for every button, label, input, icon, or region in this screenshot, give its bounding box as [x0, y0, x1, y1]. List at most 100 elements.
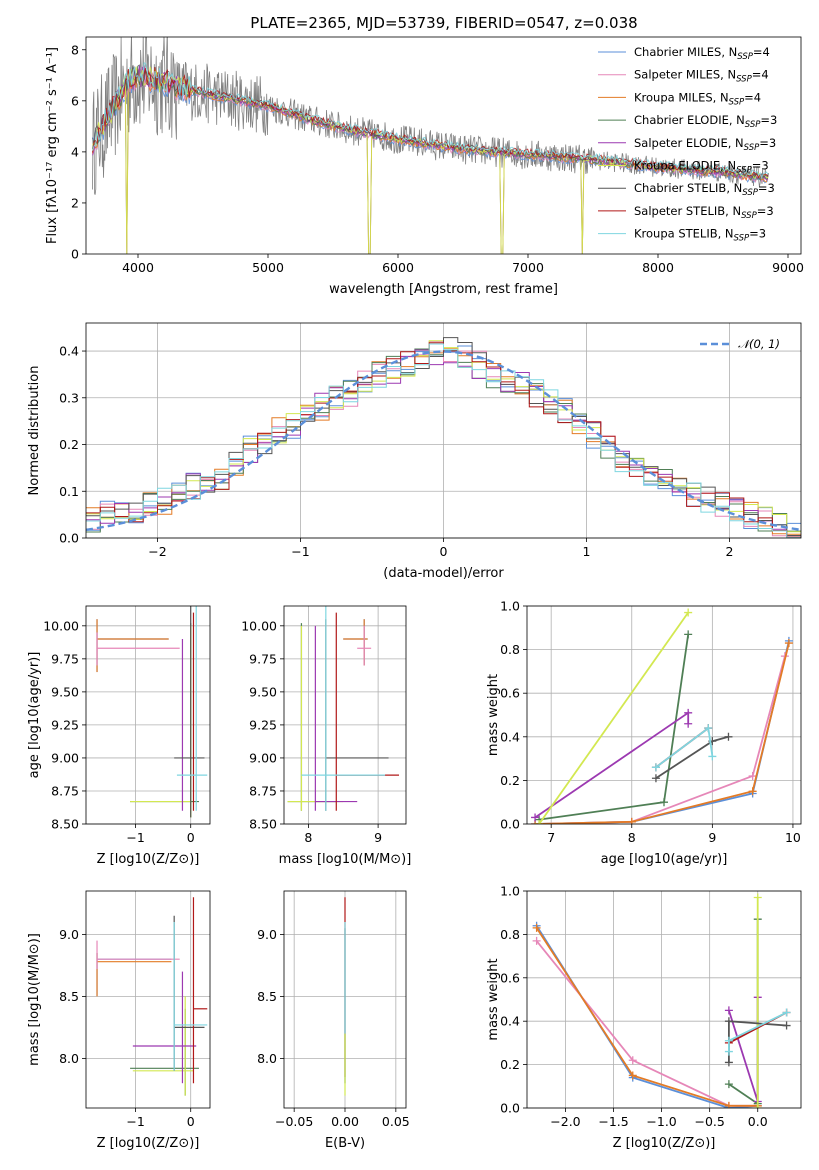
- x-tick-label: 8: [304, 830, 312, 845]
- y-tick-label: 9.25: [51, 717, 79, 732]
- legend-suffix: =4: [744, 90, 761, 104]
- x-tick-label: 6000: [382, 260, 414, 275]
- residual-hist-kroupa_stelib: [86, 343, 801, 538]
- model-spectrum-chabrier_miles: [92, 67, 769, 254]
- x-tick-label: 0: [440, 544, 448, 559]
- series-line: [535, 927, 758, 1107]
- model-spectrum-kroupa_stelib: [92, 62, 769, 179]
- x-tick-label: 0.0: [748, 1114, 768, 1129]
- legend-text: Kroupa MILES, N: [634, 90, 729, 104]
- y-tick-label: 0.4: [500, 1014, 520, 1029]
- legend-text: Chabrier ELODIE, N: [634, 113, 745, 127]
- x-tick-label: −1.0: [646, 1114, 676, 1129]
- y-tick-label: 8.5: [59, 989, 79, 1004]
- x-axis-label: E(B-V): [325, 1136, 365, 1151]
- axes-frame: [283, 890, 407, 1109]
- legend-label-chabrier_miles: Chabrier MILES, NSSP=4: [634, 45, 770, 62]
- x-tick-label: 10: [785, 830, 801, 845]
- y-axis-label: mass [log10(M/M⊙)]: [27, 933, 42, 1066]
- x-tick-label: −2.0: [550, 1114, 580, 1129]
- errorbar-kroupa_stelib: [173, 922, 208, 1071]
- series-kroupa_elodie: [753, 893, 762, 1108]
- errorbar-kroupa_elodie: [130, 625, 192, 818]
- legend-sub: SSP: [734, 234, 750, 244]
- errorbar-chabrier_stelib: [174, 606, 205, 818]
- series-kroupa_stelib: [651, 724, 717, 772]
- y-tick-label: 9.0: [59, 927, 79, 942]
- y-tick-label: 0.2: [59, 437, 79, 452]
- x-tick-label: 8: [628, 830, 636, 845]
- series-line: [535, 655, 786, 824]
- legend-suffix: =3: [760, 113, 777, 127]
- series-chabrier_miles: [531, 636, 793, 824]
- y-tick-label: 0: [71, 247, 79, 262]
- series-marker: [660, 798, 668, 807]
- axes-frame: [283, 605, 407, 825]
- axes-frame: [526, 605, 802, 825]
- series-kroupa_elodie: [535, 608, 693, 824]
- errorbar-kroupa_stelib: [301, 606, 386, 811]
- x-tick-label: 0: [187, 830, 195, 845]
- legend-text: Kroupa ELODIE, N: [634, 159, 736, 173]
- panel-weight-vs-metallicity: −2.0 −1.5 −1.0 −0.5 0.0 0.0 0.2 0.4 0.6 0.8 1.0 Z […: [486, 884, 802, 1151]
- y-tick-label: 9.50: [51, 684, 79, 699]
- series-marker: [684, 708, 693, 717]
- series-marker: [753, 893, 762, 902]
- series-line: [655, 735, 729, 779]
- series-marker: [684, 608, 693, 617]
- y-axis-label: Flux [fλ10⁻¹⁷ erg cm⁻² s⁻¹ A⁻¹]: [45, 47, 60, 244]
- x-tick-label: −1.5: [598, 1114, 628, 1129]
- y-axis-label: mass weight: [486, 958, 501, 1040]
- x-tick-label: 9000: [772, 260, 804, 275]
- series-marker: [782, 1021, 791, 1030]
- axes-frame: [85, 36, 802, 255]
- series-marker: [724, 1080, 733, 1089]
- series-marker: [531, 813, 540, 822]
- panel-residuals: −2 −1 0 1 2 0.0 0.1 0.2 0.3 0.4 (data-model)/error…: [27, 322, 802, 581]
- y-tick-label: 0.2: [500, 1057, 520, 1072]
- plot-area: [86, 337, 801, 538]
- legend-label-kroupa_stelib: Kroupa STELIB, NSSP=3: [634, 227, 766, 244]
- x-tick-label: −0.5: [694, 1114, 724, 1129]
- legend-suffix: =4: [752, 68, 769, 82]
- x-tick-label: −1: [126, 1114, 144, 1129]
- x-tick-label: 0.00: [331, 1114, 359, 1129]
- legend-sub: SSP: [736, 166, 752, 176]
- y-tick-label: 9.25: [249, 717, 277, 732]
- y-tick-label: 8.0: [257, 1051, 277, 1066]
- y-tick-label: 8.50: [249, 817, 277, 832]
- series-marker: [782, 1008, 791, 1017]
- x-tick-label: 4000: [122, 260, 154, 275]
- errorbar-salpeter_stelib: [192, 897, 208, 1084]
- x-axis-label: Z [log10(Z/Z⊙)]: [97, 852, 200, 867]
- x-tick-label: 0: [187, 1114, 195, 1129]
- y-tick-label: 8.75: [51, 783, 79, 798]
- series-marker: [724, 1047, 733, 1056]
- y-tick-label: 9.75: [51, 651, 79, 666]
- x-axis-label: mass [log10(M/M⊙)]: [279, 852, 412, 867]
- series-marker: [748, 772, 757, 781]
- panel-spectrum: 4000 5000 6000 7000 8000 9000 0 2 4 6 8 wavelength …: [45, 36, 804, 297]
- axes-frame: [85, 890, 211, 1109]
- legend-sub: SSP: [742, 188, 758, 198]
- x-tick-label: 1: [583, 544, 591, 559]
- x-axis-label: (data-model)/error: [383, 566, 504, 581]
- y-axis-label: age [log10(age/yr)]: [27, 652, 42, 779]
- errorbar-kroupa_miles: [96, 619, 169, 673]
- series-marker: [724, 1006, 733, 1015]
- series-marker: [784, 639, 793, 648]
- legend-suffix: =3: [758, 181, 775, 195]
- x-tick-label: −1: [126, 830, 144, 845]
- panel-mass-vs-metallicity: −1 0 8.0 8.5 9.0 Z [log10(Z/Z⊙)] mass [log10(M…: [27, 890, 211, 1151]
- series-marker: [535, 820, 544, 824]
- y-tick-label: 9.50: [249, 684, 277, 699]
- plot-area: [287, 606, 400, 811]
- series-line: [728, 997, 759, 1102]
- errorbar-chabrier_elodie: [130, 623, 199, 818]
- x-tick-label: 5000: [252, 260, 284, 275]
- plot-area: [92, 37, 769, 254]
- series-marker: [532, 936, 541, 945]
- legend-sub: SSP: [737, 52, 753, 62]
- errorbar-chabrier_elodie: [287, 623, 337, 811]
